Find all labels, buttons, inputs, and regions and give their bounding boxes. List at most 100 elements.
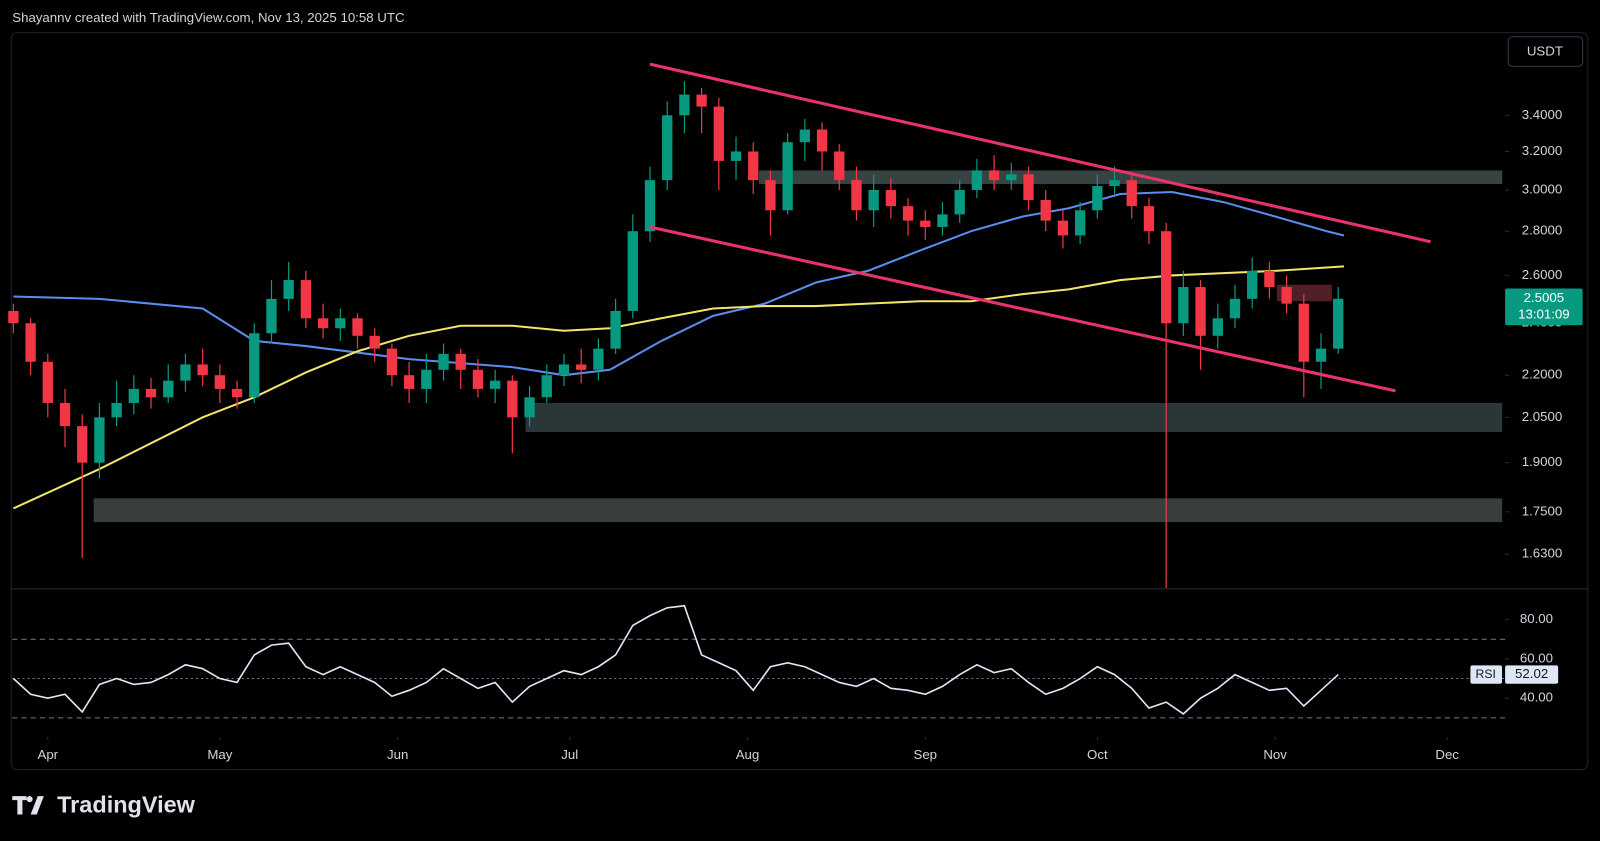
x-tick-label: Jul	[561, 747, 578, 762]
y-tick-label: 2.0500	[1522, 409, 1563, 424]
y-tick-label: 1.6300	[1522, 546, 1563, 561]
y-tick-label: 3.0000	[1522, 182, 1563, 197]
candle-body	[77, 426, 88, 463]
candle-body	[472, 369, 484, 389]
candle-body	[163, 380, 174, 398]
candle-body	[524, 397, 535, 418]
candle-body	[335, 318, 346, 329]
candle-body	[713, 106, 724, 161]
candle-body	[1178, 287, 1189, 324]
candle-body	[352, 318, 363, 336]
last-price-label: 2.5005	[1524, 290, 1565, 305]
candle-body	[782, 142, 793, 211]
candle-body	[111, 402, 122, 418]
candle-body	[1023, 174, 1034, 201]
y-tick-label: 2.8000	[1522, 223, 1563, 238]
zone	[93, 498, 1503, 523]
candle-body	[1040, 200, 1051, 221]
x-tick-label: Sep	[913, 747, 937, 762]
y-tick-label: 40.00	[1520, 690, 1553, 705]
candle-body	[696, 94, 707, 107]
candle-body	[954, 190, 965, 215]
currency-button[interactable]	[1507, 36, 1584, 67]
zone	[525, 402, 1503, 433]
brand-logo	[12, 796, 44, 815]
candle-body	[180, 364, 191, 381]
candle-body	[1247, 270, 1258, 299]
candle-body	[971, 170, 983, 191]
candle-body	[1315, 348, 1327, 362]
candle-body	[1212, 318, 1223, 336]
y-tick-label: 1.9000	[1522, 454, 1563, 469]
candle-body	[593, 348, 604, 370]
candle-body	[558, 364, 570, 376]
y-tick-label: 80.00	[1520, 611, 1553, 626]
candle-body	[885, 190, 897, 207]
candle-body	[937, 214, 948, 227]
candle-body	[1229, 298, 1241, 319]
trendline	[649, 225, 1396, 393]
x-tick-label: Apr	[37, 747, 58, 762]
candle-body	[765, 180, 776, 211]
candle-body	[300, 280, 312, 319]
candle-body	[42, 361, 53, 403]
candle-body	[834, 151, 845, 181]
candle-body	[369, 335, 380, 349]
candle-body	[1092, 186, 1103, 211]
candle-body	[1333, 298, 1344, 349]
candle-body	[679, 94, 690, 116]
candle-body	[1074, 210, 1086, 236]
x-tick-label: Oct	[1087, 747, 1108, 762]
candle-body	[662, 115, 673, 181]
candle-body	[1195, 287, 1206, 336]
candle-body	[145, 388, 157, 398]
rsi-name-box	[1470, 665, 1503, 684]
rsi-value-box	[1505, 665, 1559, 684]
candle-body	[317, 318, 329, 329]
candle-body	[59, 402, 71, 427]
candle-body	[1160, 231, 1172, 324]
y-tick-label: 2.6000	[1522, 267, 1563, 282]
candle-body	[576, 364, 587, 370]
y-tick-label: 60.00	[1520, 650, 1553, 665]
candle-body	[988, 170, 1000, 181]
candle-body	[748, 151, 759, 181]
candle-body	[421, 369, 432, 389]
candle-body	[1057, 220, 1069, 236]
candle-body	[610, 310, 621, 349]
x-tick-label: Nov	[1263, 747, 1287, 762]
rsi-value-label: 52.02	[1515, 666, 1548, 681]
y-tick-label: 3.2000	[1522, 143, 1563, 158]
candle-body	[231, 388, 243, 398]
candle-body	[438, 353, 449, 370]
candle-body	[541, 375, 552, 398]
x-tick-label: Aug	[736, 747, 760, 762]
y-tick-label: 1.7500	[1522, 503, 1563, 518]
candle-body	[507, 380, 518, 418]
candle-body	[1143, 206, 1155, 232]
candle-body	[25, 323, 36, 362]
trendline	[649, 62, 1431, 244]
candle-body	[8, 310, 19, 324]
x-tick-label: Dec	[1435, 747, 1459, 762]
candle-body	[128, 388, 139, 403]
candle-body	[730, 151, 742, 161]
moving-average	[12, 265, 1345, 510]
last-price-box	[1505, 288, 1583, 326]
y-tick-label: 3.4000	[1522, 107, 1563, 122]
candle-body	[1298, 303, 1309, 362]
candle-body	[1264, 270, 1275, 288]
candle-body	[94, 417, 105, 463]
candle-body	[403, 375, 415, 389]
candle-body	[1281, 287, 1292, 304]
logo-icon	[12, 796, 44, 815]
moving-average	[13, 190, 1345, 377]
x-tick-label: Jun	[387, 747, 408, 762]
candle-body	[455, 353, 466, 370]
candle-body	[386, 348, 398, 376]
candle-body	[816, 129, 828, 152]
candle-body	[489, 380, 501, 389]
x-tick-label: May	[207, 747, 232, 762]
frame	[10, 32, 1589, 771]
